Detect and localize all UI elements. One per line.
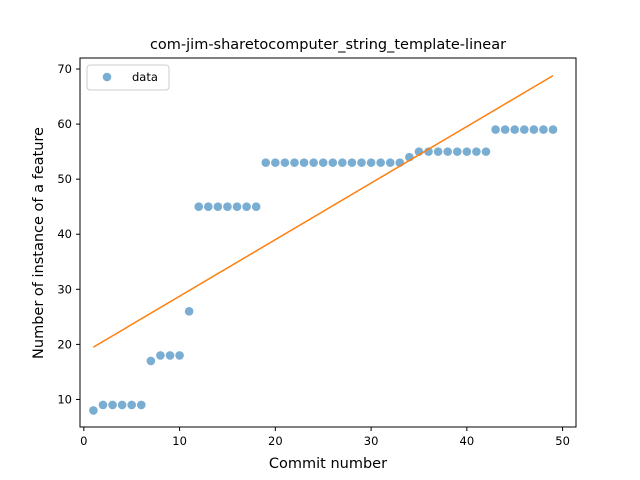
data-point — [184, 307, 194, 316]
data-point — [146, 356, 156, 366]
legend-box — [86, 64, 170, 91]
data-point — [357, 158, 366, 167]
data-point — [156, 351, 165, 360]
data-point — [424, 147, 433, 156]
data-point — [242, 202, 251, 212]
x-tick-label: 30 — [364, 434, 379, 448]
x-tick-label: 0 — [80, 434, 87, 448]
data-point — [194, 202, 204, 212]
data-point — [452, 147, 462, 156]
plot-area: 0 10 20 30 40 50 10 20 30 40 50 60 70 data — [57, 57, 577, 448]
fit-line — [93, 74, 554, 348]
data-point — [299, 158, 309, 167]
data-point — [539, 125, 548, 134]
data-point — [500, 125, 510, 134]
legend: data — [86, 64, 170, 91]
x-tick-label: 20 — [268, 434, 283, 448]
chart-title: com-jim-sharetocomputer_string_template-… — [150, 37, 506, 53]
axes-frame — [79, 57, 577, 428]
data-point — [98, 400, 108, 410]
data-point — [347, 158, 357, 167]
data-point — [136, 400, 146, 410]
data-point — [519, 125, 529, 134]
data-point — [290, 158, 299, 167]
data-point — [366, 158, 376, 167]
data-point — [280, 158, 290, 167]
data-point — [462, 147, 472, 156]
y-tick-label: 70 — [57, 62, 72, 76]
x-axis-label: Commit number — [269, 456, 387, 472]
legend-marker — [102, 72, 112, 82]
y-tick-label: 10 — [57, 392, 72, 406]
data-point — [127, 400, 137, 410]
data-point — [223, 202, 232, 212]
data-point — [491, 125, 500, 134]
data-point — [338, 158, 347, 167]
data-point — [175, 351, 184, 360]
data-point — [318, 158, 328, 167]
data-point — [529, 125, 539, 134]
data-point — [433, 147, 443, 156]
data-point — [548, 125, 558, 134]
data-point — [232, 202, 242, 212]
data-point — [510, 125, 520, 134]
y-axis-label: Number of instance of a feature — [31, 127, 47, 359]
data-point — [376, 158, 385, 167]
data-point — [481, 147, 491, 156]
data-point — [309, 158, 318, 167]
x-tick-label: 40 — [460, 434, 475, 448]
data-point — [385, 158, 395, 167]
y-tick-label: 40 — [57, 227, 72, 241]
y-tick-label: 20 — [57, 337, 72, 351]
data-point — [204, 202, 213, 212]
data-point — [165, 351, 175, 360]
data-point — [328, 158, 338, 167]
y-tick-label: 50 — [57, 172, 72, 186]
data-point — [108, 400, 117, 410]
y-tick-label: 60 — [57, 117, 72, 131]
y-tick-label: 30 — [57, 282, 72, 296]
x-tick-label: 10 — [172, 434, 187, 448]
x-tick-label: 50 — [555, 434, 570, 448]
data-point — [213, 202, 223, 212]
legend-label: data — [132, 70, 158, 84]
data-point — [251, 202, 261, 212]
data-point — [443, 147, 452, 156]
data-point — [472, 147, 481, 156]
data-point — [261, 158, 271, 167]
data-point — [117, 400, 127, 410]
data-point — [271, 158, 280, 167]
data-point — [89, 406, 98, 415]
